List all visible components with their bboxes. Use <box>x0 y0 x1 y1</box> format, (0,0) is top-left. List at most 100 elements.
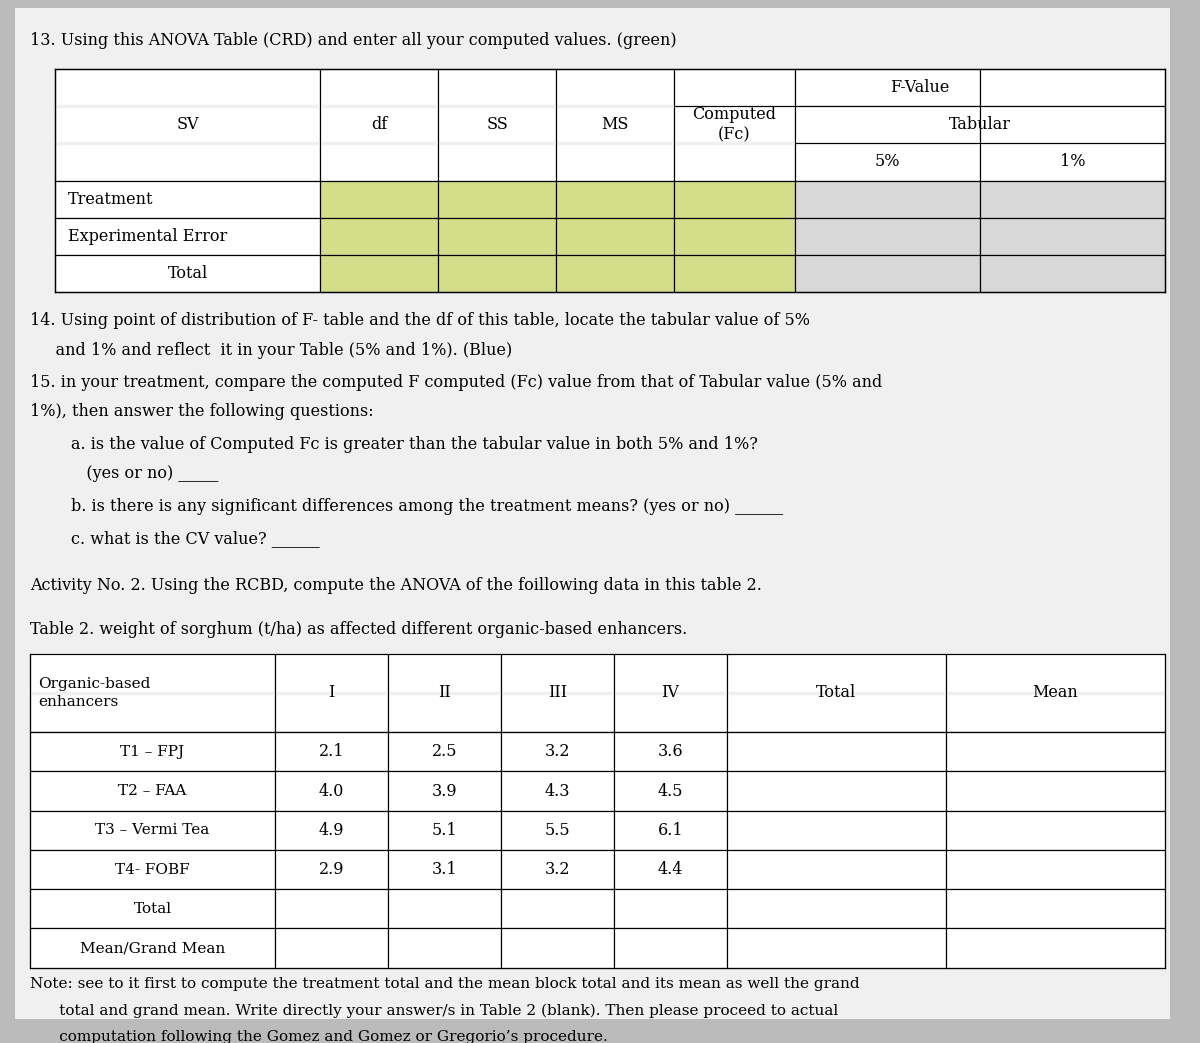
Text: c. what is the CV value? ______: c. what is the CV value? ______ <box>30 530 319 547</box>
Bar <box>556 256 674 292</box>
Bar <box>55 106 320 143</box>
Bar <box>614 810 727 850</box>
Text: 13. Using this ANOVA Table (CRD) and enter all your computed values. (green): 13. Using this ANOVA Table (CRD) and ent… <box>30 32 677 49</box>
Bar <box>980 69 1165 106</box>
Text: Mean/Grand Mean: Mean/Grand Mean <box>80 941 226 955</box>
Text: Tabular: Tabular <box>949 116 1012 134</box>
Bar <box>30 850 275 889</box>
Text: SV: SV <box>176 116 199 134</box>
Bar <box>388 889 502 928</box>
Text: 5%: 5% <box>875 153 900 170</box>
Bar <box>946 772 1165 810</box>
Text: 1%), then answer the following questions:: 1%), then answer the following questions… <box>30 404 373 420</box>
Text: 3.2: 3.2 <box>545 744 570 760</box>
Text: 14. Using point of distribution of F- table and the df of this table, locate the: 14. Using point of distribution of F- ta… <box>30 312 810 330</box>
Text: Table 2. weight of sorghum (t/ha) as affected different organic-based enhancers.: Table 2. weight of sorghum (t/ha) as aff… <box>30 622 688 638</box>
Bar <box>980 256 1165 292</box>
Bar <box>30 928 275 968</box>
Bar <box>614 889 727 928</box>
Bar <box>502 772 614 810</box>
Bar <box>980 180 1165 218</box>
Text: Experimental Error: Experimental Error <box>68 228 227 245</box>
Bar <box>946 850 1165 889</box>
Bar <box>502 732 614 772</box>
Bar <box>388 810 502 850</box>
Bar <box>320 218 438 256</box>
Text: 5.1: 5.1 <box>432 822 457 839</box>
Bar <box>980 218 1165 256</box>
Bar <box>55 69 320 106</box>
Text: SS: SS <box>486 116 508 134</box>
Text: Note: see to it first to compute the treatment total and the mean block total an: Note: see to it first to compute the tre… <box>30 977 859 992</box>
Text: 4.4: 4.4 <box>658 862 683 878</box>
Bar <box>55 180 320 218</box>
Bar <box>388 693 502 732</box>
Bar <box>438 143 556 180</box>
Bar <box>502 850 614 889</box>
Bar <box>502 654 614 693</box>
Bar <box>438 69 556 106</box>
Bar <box>320 106 438 143</box>
Text: 5.5: 5.5 <box>545 822 570 839</box>
Bar <box>614 850 727 889</box>
Text: 2.5: 2.5 <box>432 744 457 760</box>
Bar <box>796 69 980 106</box>
Text: 6.1: 6.1 <box>658 822 683 839</box>
Bar <box>727 928 946 968</box>
Bar <box>320 143 438 180</box>
Text: b. is there is any significant differences among the treatment means? (yes or no: b. is there is any significant differenc… <box>30 498 784 514</box>
Bar <box>438 218 556 256</box>
Bar <box>30 693 275 732</box>
Text: (yes or no) _____: (yes or no) _____ <box>30 465 218 482</box>
Text: 3.1: 3.1 <box>432 862 457 878</box>
Text: 4.3: 4.3 <box>545 782 570 800</box>
Text: T3 – Vermi Tea: T3 – Vermi Tea <box>95 823 210 838</box>
Bar <box>796 106 980 143</box>
Bar <box>438 106 556 143</box>
Bar <box>275 693 388 732</box>
Bar <box>980 143 1165 180</box>
Bar <box>727 889 946 928</box>
Bar <box>614 928 727 968</box>
Bar <box>275 772 388 810</box>
Bar <box>55 218 320 256</box>
Bar <box>275 850 388 889</box>
Text: I: I <box>329 684 335 701</box>
Bar <box>388 654 502 693</box>
Bar <box>502 928 614 968</box>
Text: df: df <box>371 116 388 134</box>
Text: T2 – FAA: T2 – FAA <box>119 784 187 798</box>
Bar <box>727 654 946 693</box>
Bar <box>796 218 980 256</box>
Bar <box>30 889 275 928</box>
Bar <box>674 69 796 106</box>
Text: 3.6: 3.6 <box>658 744 683 760</box>
Bar <box>275 889 388 928</box>
Bar <box>55 256 320 292</box>
Bar <box>674 218 796 256</box>
Text: T1 – FPJ: T1 – FPJ <box>120 745 185 758</box>
Text: 4.5: 4.5 <box>658 782 683 800</box>
Bar <box>556 218 674 256</box>
Text: Activity No. 2. Using the RCBD, compute the ANOVA of the foillowing data in this: Activity No. 2. Using the RCBD, compute … <box>30 577 762 595</box>
Text: Computed
(Fc): Computed (Fc) <box>692 105 776 144</box>
Bar <box>388 732 502 772</box>
Bar <box>556 180 674 218</box>
Bar <box>614 732 727 772</box>
Text: II: II <box>438 684 451 701</box>
Text: 15. in your treatment, compare the computed F computed (Fc) value from that of T: 15. in your treatment, compare the compu… <box>30 374 882 391</box>
Bar <box>796 256 980 292</box>
Bar <box>275 654 388 693</box>
Bar <box>30 654 275 693</box>
Bar <box>55 143 320 180</box>
Text: 4.0: 4.0 <box>319 782 344 800</box>
Text: Total: Total <box>167 265 208 283</box>
Bar <box>556 143 674 180</box>
Bar <box>275 928 388 968</box>
Text: 2.9: 2.9 <box>319 862 344 878</box>
Bar <box>388 850 502 889</box>
Bar <box>727 850 946 889</box>
Bar <box>30 732 275 772</box>
Bar <box>275 732 388 772</box>
Bar <box>946 732 1165 772</box>
